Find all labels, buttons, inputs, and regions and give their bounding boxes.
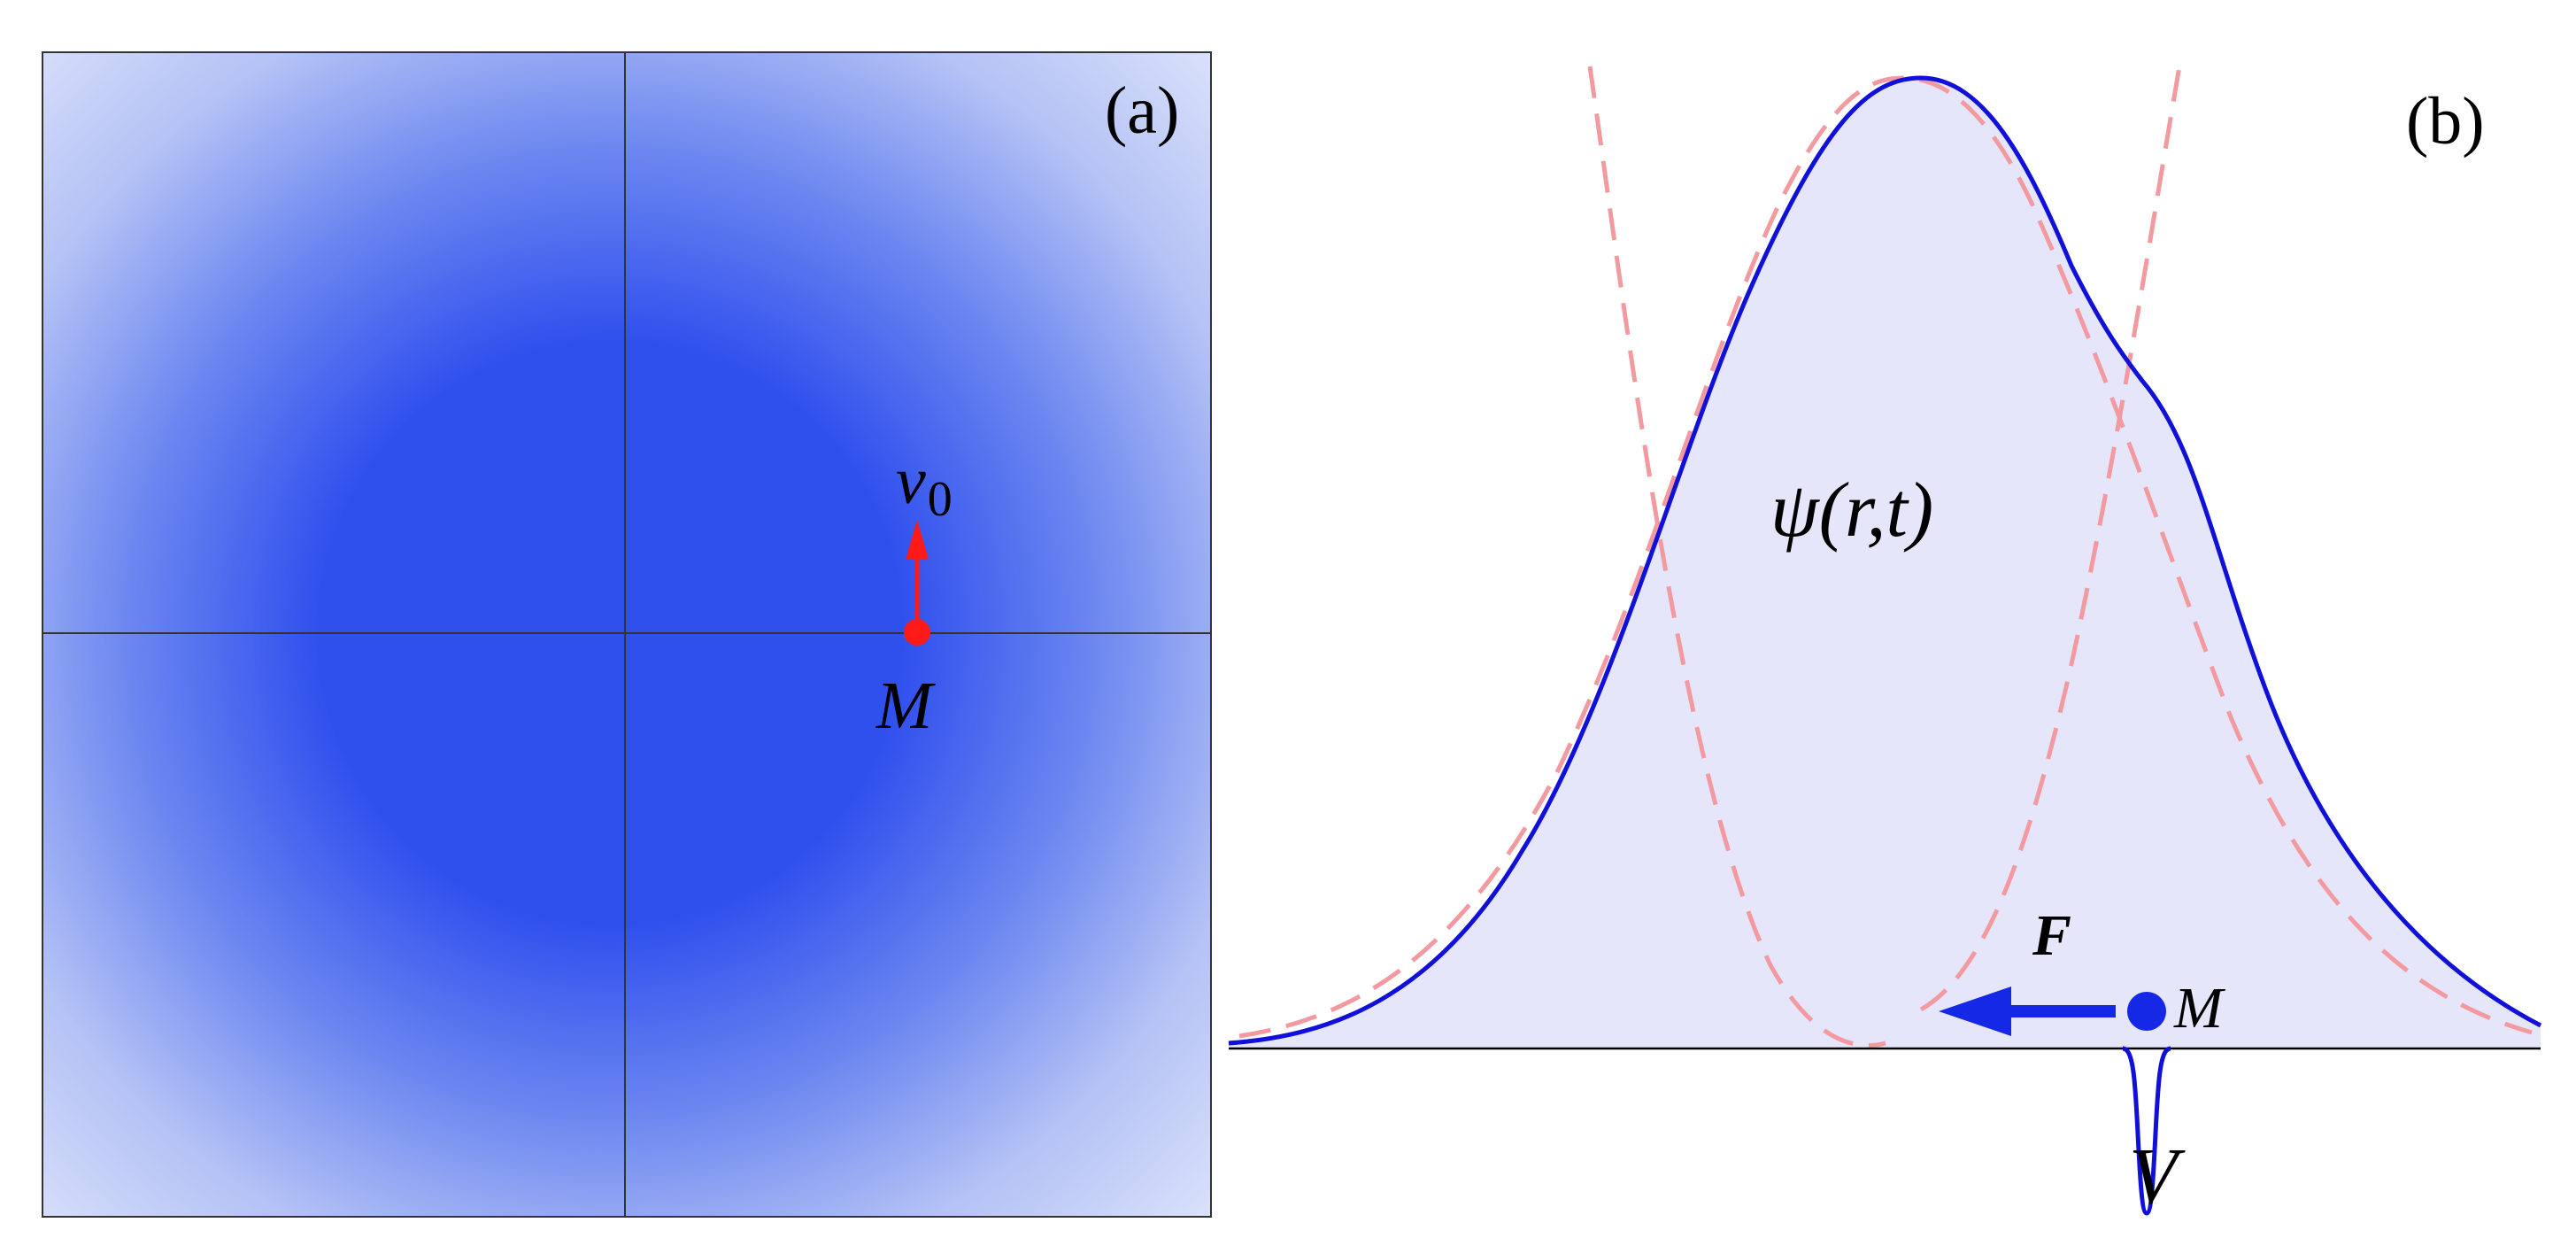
velocity-label: v0 (896, 444, 953, 527)
wavefunction-curve (1228, 75, 2542, 1046)
particle-m (904, 619, 930, 646)
potential-label: V (2129, 1133, 2186, 1220)
wavefunction-label: ψ(r,t) (1770, 468, 1933, 553)
dashed-left-parabola (1587, 66, 1886, 1048)
particle-m (2127, 992, 2166, 1031)
point-m-label: M (875, 669, 936, 743)
density-map (42, 52, 1211, 1217)
velocity-arrow-head (906, 520, 929, 560)
point-m-label: M (2173, 976, 2226, 1041)
panel-a: v0 M (a) (42, 51, 1212, 1218)
panel-b: F M ψ(r,t) V (b) (1228, 66, 2542, 1220)
panel-a-frame (42, 51, 1212, 1218)
potential-well (2122, 1046, 2171, 1216)
dashed-right-parabola (1919, 66, 2182, 1012)
wavefunction-fill (1229, 78, 2541, 1048)
force-label: F (2032, 903, 2071, 968)
panel-b-label: (b) (2406, 84, 2485, 159)
panel-a-label: (a) (1105, 74, 1179, 148)
force-arrow-head (1939, 987, 2011, 1036)
